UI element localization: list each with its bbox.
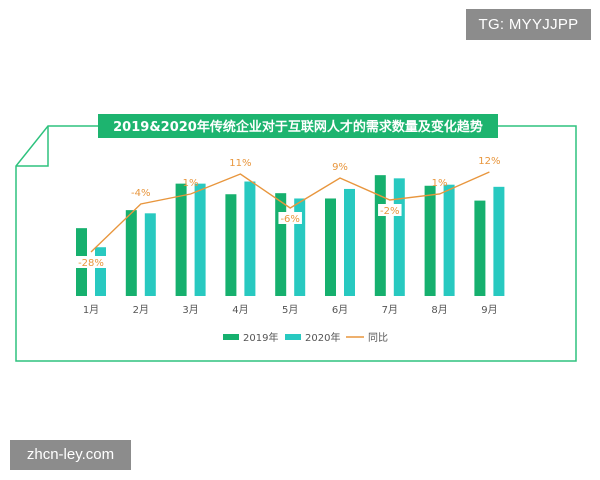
bar-2019-8 [424,185,436,296]
yoy-label: -4% [131,188,150,199]
title-banner [98,114,498,138]
bar-2020-2 [144,213,156,296]
x-tick-label: 4月 [232,304,248,316]
x-tick-label: 8月 [431,304,447,316]
chart-title: 2019&2020年传统企业对于互联网人才的需求数量及变化趋势 [113,119,483,135]
yoy-label: 11% [229,158,251,169]
x-tick-label: 9月 [481,304,497,316]
x-tick-label: 5月 [282,304,298,316]
watermark-top: TG: MYYJJPP [466,9,591,40]
legend-swatch-2019 [223,334,239,340]
yoy-label: -28% [78,258,104,269]
yoy-label: 12% [478,156,500,167]
bar-2019-7 [374,175,386,296]
bar-2020-6 [344,188,355,296]
frame-fold [16,126,49,167]
legend-label-2019: 2019年 [243,331,278,344]
bar-2019-6 [325,198,336,296]
x-tick-label: 7月 [382,304,398,316]
yoy-label-bg [278,212,302,224]
yoy-label: 1% [183,178,199,189]
x-tick-label: 1月 [83,304,99,316]
bar-2019-3 [175,183,187,296]
bar-2020-3 [194,183,206,296]
bar-2019-4 [225,194,237,296]
yoy-line [90,171,490,253]
bar-2020-1 [95,247,106,296]
bar-2020-4 [244,181,256,296]
bar-2020-8 [443,184,455,296]
yoy-label: -6% [280,214,299,225]
legend-label-2020: 2020年 [305,331,340,344]
x-tick-label: 6月 [332,304,348,316]
x-tick-label: 3月 [182,304,198,316]
bar-2020-5 [294,198,306,296]
legend: 2019年 2020年 同比 [223,331,388,344]
bar-2019-9 [474,200,486,296]
yoy-label-bg [76,256,106,268]
bar-2020-9 [493,186,505,296]
yoy-label: 9% [332,162,348,173]
x-tick-label: 2月 [133,304,149,316]
legend-label-yoy: 同比 [368,332,388,344]
bar-2019-5 [275,193,287,296]
yoy-label: 1% [432,178,448,189]
legend-swatch-2020 [285,334,301,340]
bar-2020-7 [393,178,405,296]
watermark-bottom: zhcn-ley.com [10,440,131,470]
yoy-label-bg [378,204,402,216]
bar-2019-2 [125,210,137,296]
yoy-label: -2% [380,206,399,217]
